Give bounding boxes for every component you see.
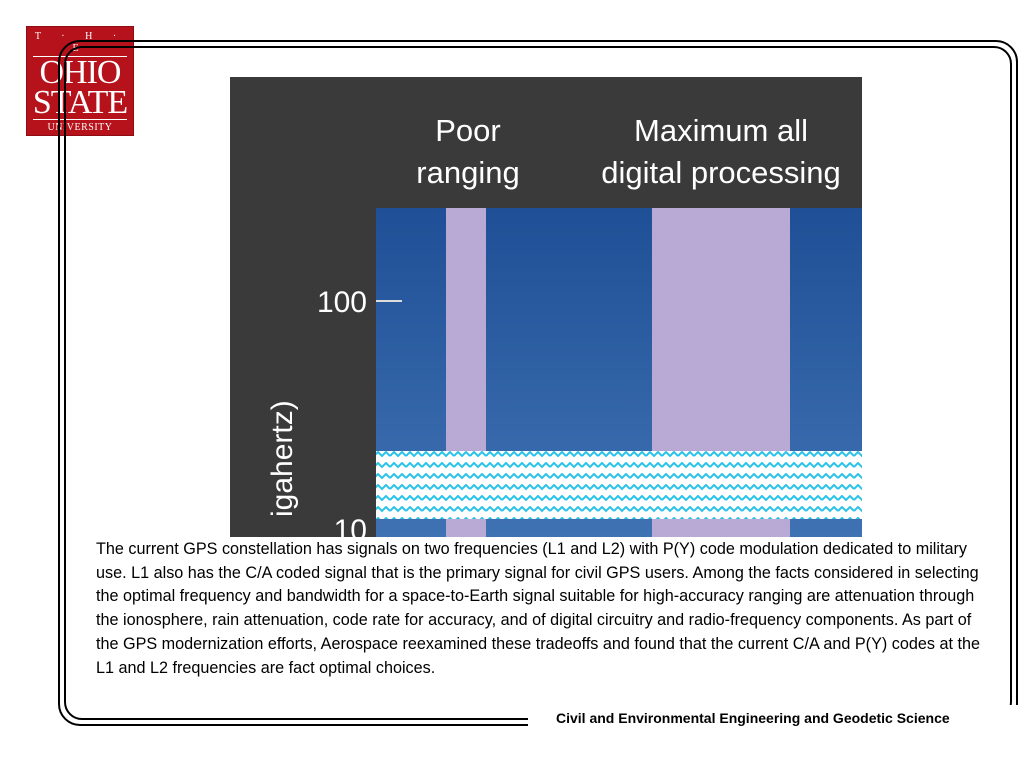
frequency-figure: Poor ranging Maximum all digital process… xyxy=(230,77,862,537)
logo-state: STATE xyxy=(32,84,128,121)
footer-frame-gap xyxy=(528,705,1024,735)
tick-100-label: 100 xyxy=(317,286,367,319)
axis-label-gigahertz: igahertz) xyxy=(266,400,299,517)
logo-rule xyxy=(33,119,127,120)
ionosphere-wave-pattern xyxy=(376,451,862,519)
tick-10-label: 10 xyxy=(334,514,367,537)
label-ranging: ranging xyxy=(416,155,519,190)
label-digital-processing: digital processing xyxy=(601,155,841,190)
label-poor: Poor xyxy=(435,113,500,148)
frequency-figure-svg: Poor ranging Maximum all digital process… xyxy=(230,77,862,537)
label-maximum-all: Maximum all xyxy=(634,113,808,148)
body-paragraph: The current GPS constellation has signal… xyxy=(96,540,980,677)
logo-university: UNIVERSITY xyxy=(47,122,113,133)
footer-department: Civil and Environmental Engineering and … xyxy=(556,710,950,726)
